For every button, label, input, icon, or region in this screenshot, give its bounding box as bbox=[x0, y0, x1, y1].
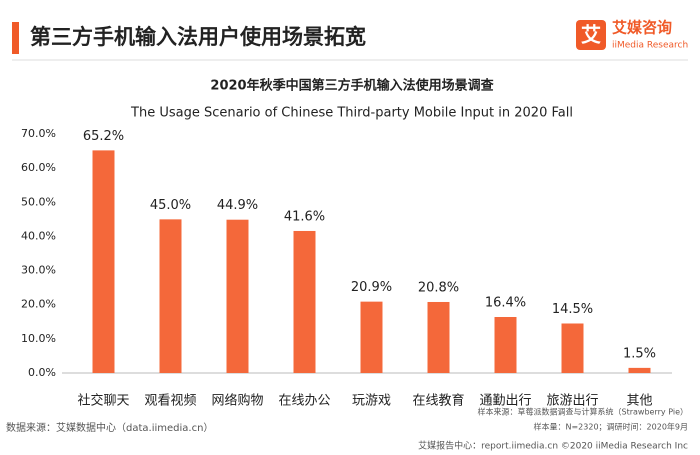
logo-sub: iiMedia Research bbox=[612, 41, 688, 51]
value-label: 20.9% bbox=[351, 280, 392, 295]
value-label: 1.5% bbox=[623, 346, 656, 361]
y-tick-label: 40.0% bbox=[21, 229, 56, 242]
data-source: 数据来源：艾媒数据中心（data.iimedia.cn） bbox=[6, 421, 213, 434]
bar bbox=[92, 150, 115, 373]
bar bbox=[360, 301, 383, 373]
title-accent bbox=[12, 22, 19, 54]
value-label: 65.2% bbox=[83, 129, 124, 144]
value-label: 14.5% bbox=[552, 302, 593, 317]
y-tick-label: 0.0% bbox=[28, 366, 56, 379]
chart-subtitle: The Usage Scenario of Chinese Third-part… bbox=[130, 106, 573, 121]
y-tick-label: 60.0% bbox=[21, 161, 56, 174]
value-label: 44.9% bbox=[217, 198, 258, 213]
sample-source: 样本来源：草莓派数据调查与计算系统（Strawberry Pie） bbox=[478, 407, 688, 417]
bar bbox=[427, 301, 450, 373]
value-label: 16.4% bbox=[485, 296, 526, 311]
bar bbox=[293, 230, 316, 373]
logo-box bbox=[576, 20, 606, 50]
x-tick-label: 旅游出行 bbox=[546, 394, 598, 409]
bar bbox=[226, 219, 249, 373]
x-tick-label: 通勤出行 bbox=[479, 394, 531, 409]
bar bbox=[159, 219, 182, 373]
x-tick-label: 网络购物 bbox=[211, 393, 263, 409]
bar bbox=[628, 367, 651, 373]
logo-icon: 艾 bbox=[581, 23, 601, 47]
y-tick-label: 70.0% bbox=[21, 127, 56, 140]
x-tick-label: 其他 bbox=[626, 394, 652, 409]
logo-name: 艾媒咨询 bbox=[612, 19, 672, 37]
x-tick-label: 在线办公 bbox=[278, 394, 330, 409]
page-title: 第三方手机输入法用户使用场景拓宽 bbox=[30, 25, 366, 49]
bar bbox=[494, 317, 517, 373]
x-tick-label: 玩游戏 bbox=[352, 394, 391, 409]
y-tick-label: 20.0% bbox=[21, 298, 56, 311]
sample-size: 样本量：N=2320；调研时间：2020年9月 bbox=[534, 422, 689, 432]
bar bbox=[561, 323, 584, 373]
value-label: 41.6% bbox=[284, 209, 325, 224]
x-tick-label: 社交聊天 bbox=[77, 393, 129, 409]
chart-title: 2020年秋季中国第三方手机输入法使用场景调查 bbox=[210, 78, 494, 94]
footer: 艾媒报告中心：report.iimedia.cn ©2020 iiMedia R… bbox=[418, 440, 688, 452]
value-label: 20.8% bbox=[418, 280, 459, 295]
y-tick-label: 50.0% bbox=[21, 195, 56, 208]
value-label: 45.0% bbox=[150, 198, 191, 213]
x-tick-label: 在线教育 bbox=[412, 393, 464, 409]
x-tick-label: 观看视频 bbox=[144, 393, 196, 409]
y-tick-label: 10.0% bbox=[21, 332, 56, 345]
y-tick-label: 30.0% bbox=[21, 264, 56, 277]
